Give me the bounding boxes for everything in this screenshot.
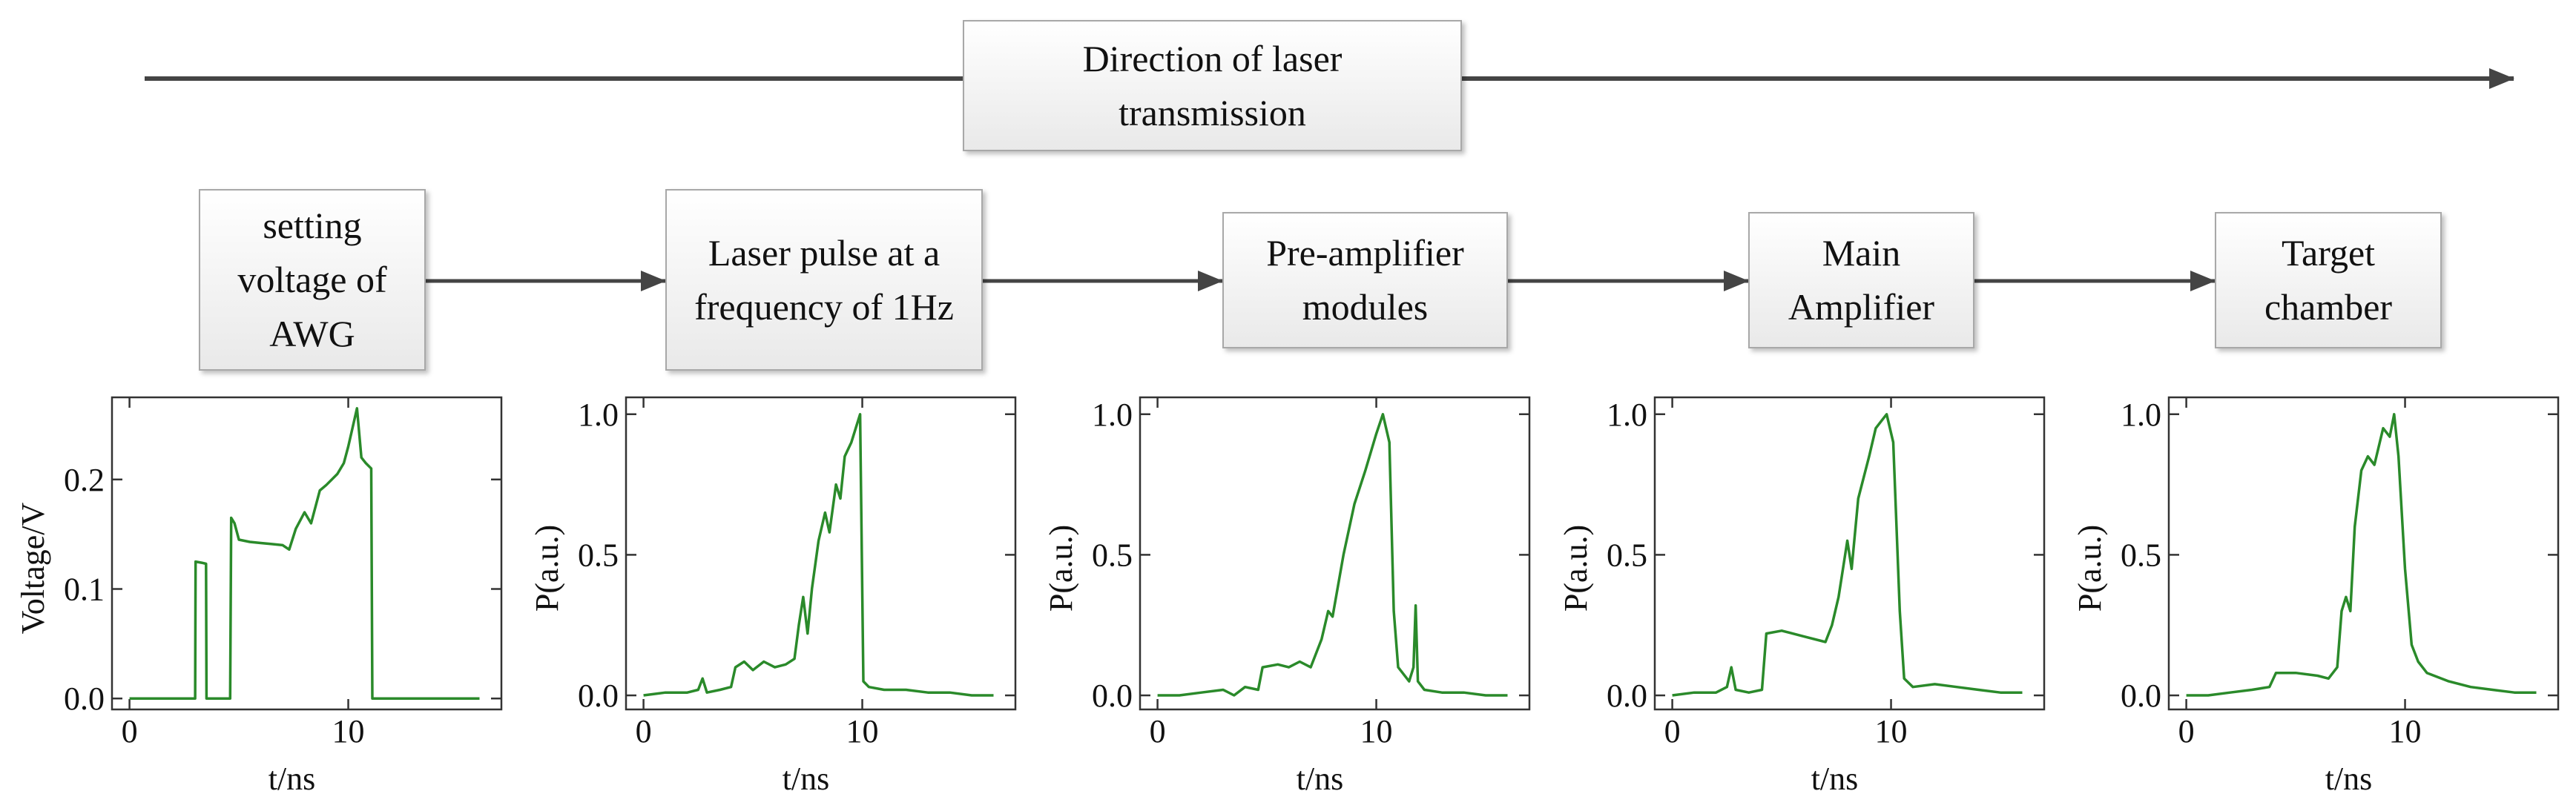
- y-tick-label: 1.0: [2121, 397, 2161, 433]
- y-tick-label: 0.0: [1092, 678, 1133, 714]
- plot-frame: [1139, 396, 1531, 711]
- y-axis-label: Voltage/V: [15, 502, 51, 634]
- x-tick-label: 10: [1360, 713, 1393, 749]
- plot-frame: [111, 396, 503, 711]
- y-tick-label: 1.0: [1607, 397, 1647, 433]
- y-tick-label: 0.0: [578, 678, 619, 714]
- plot-frame: [1653, 396, 2046, 711]
- node: Main Amplifier: [1748, 212, 1974, 348]
- data-line: [2186, 413, 2537, 697]
- y-axis-label: P(a.u.): [1558, 525, 1594, 612]
- y-tick-label: 1.0: [1092, 397, 1133, 433]
- x-tick-label: 0: [2178, 713, 2195, 749]
- y-tick-label: 0.1: [64, 572, 105, 608]
- x-tick-label: 10: [2389, 713, 2422, 749]
- y-tick-label: 0.2: [64, 462, 105, 498]
- y-tick-label: 0.5: [1092, 537, 1133, 573]
- y-tick-label: 0.0: [64, 681, 105, 717]
- y-axis-label: P(a.u.): [1043, 525, 1079, 612]
- x-tick-label: 10: [846, 713, 879, 749]
- y-tick-label: 0.5: [578, 537, 619, 573]
- x-axis-label: t/ns: [1297, 761, 1344, 797]
- y-tick-label: 0.0: [1607, 678, 1647, 714]
- data-line: [129, 407, 480, 700]
- x-axis-label: t/ns: [2325, 761, 2373, 797]
- x-tick-label: 0: [1150, 713, 1166, 749]
- plot-frame: [2167, 396, 2560, 711]
- node: setting voltage of AWG: [199, 189, 426, 371]
- data-line: [1672, 413, 2023, 697]
- x-axis-label: t/ns: [1811, 761, 1859, 797]
- x-axis-label: t/ns: [269, 761, 316, 797]
- x-tick-label: 0: [1664, 713, 1681, 749]
- data-line: [1157, 413, 1508, 697]
- y-tick-label: 0.5: [2121, 537, 2161, 573]
- x-axis-label: t/ns: [783, 761, 830, 797]
- node: Laser pulse at a frequency of 1Hz: [665, 189, 983, 371]
- y-axis-label: P(a.u.): [2072, 525, 2108, 612]
- y-axis-label: P(a.u.): [529, 525, 565, 612]
- x-tick-label: 10: [332, 713, 365, 749]
- direction-label: Direction of laser transmission: [963, 20, 1462, 151]
- node: Target chamber: [2215, 212, 2442, 348]
- node: Pre-amplifier modules: [1222, 212, 1508, 348]
- x-tick-label: 10: [1875, 713, 1908, 749]
- x-tick-label: 0: [122, 713, 138, 749]
- x-tick-label: 0: [636, 713, 652, 749]
- plot-frame: [625, 396, 1017, 711]
- y-tick-label: 0.0: [2121, 678, 2161, 714]
- data-line: [643, 413, 994, 697]
- y-tick-label: 0.5: [1607, 537, 1647, 573]
- y-tick-label: 1.0: [578, 397, 619, 433]
